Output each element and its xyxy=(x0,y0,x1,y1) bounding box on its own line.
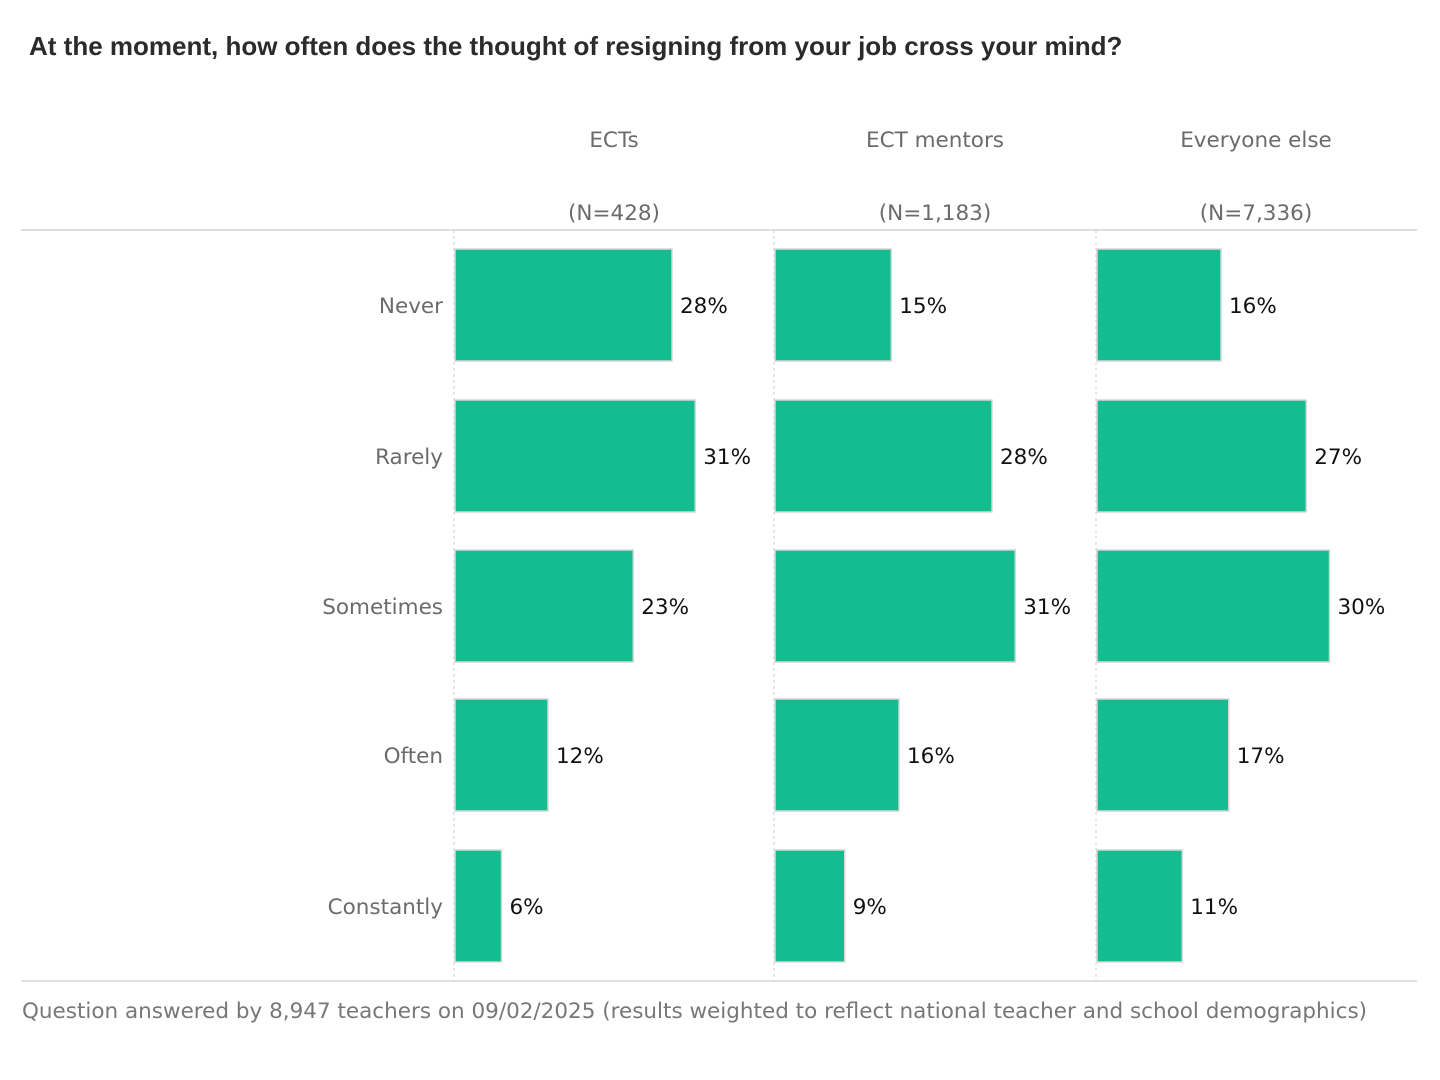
bar-everyone-else-constantly xyxy=(1096,849,1183,963)
bar-marks: 28% 31% 23% 12% 6% 15% 28% 31% 16% 9% 16% 27% 30% 17%… xyxy=(454,248,1386,963)
value-label-ects-constantly: 6% xyxy=(510,895,544,920)
panel-header-ect-mentors: ECT mentors xyxy=(866,128,1004,153)
bar-ect-mentors-often xyxy=(774,698,900,812)
panel-rules xyxy=(21,229,1417,982)
value-label-ects-often: 12% xyxy=(556,744,604,769)
bar-everyone-else-rarely xyxy=(1096,399,1307,513)
panel-sample-size-ect-mentors: (N=1,183) xyxy=(879,201,991,226)
bar-everyone-else-sometimes xyxy=(1096,549,1331,663)
value-label-ect-mentors-often: 16% xyxy=(907,744,955,769)
value-label-ects-rarely: 31% xyxy=(703,445,751,470)
category-label-never: Never xyxy=(379,294,443,319)
bar-everyone-else-never xyxy=(1096,248,1222,362)
value-label-everyone-else-often: 17% xyxy=(1237,744,1285,769)
bar-ects-rarely xyxy=(454,399,696,513)
bar-ects-never xyxy=(454,248,673,362)
chart-title: At the moment, how often does the though… xyxy=(29,31,1123,61)
category-label-constantly: Constantly xyxy=(328,895,444,920)
panel-sample-size-everyone-else: (N=7,336) xyxy=(1200,201,1312,226)
value-label-ect-mentors-never: 15% xyxy=(899,294,947,319)
value-label-ect-mentors-constantly: 9% xyxy=(853,895,887,920)
panel-header-ects: ECTs xyxy=(589,128,638,153)
panel-headers: ECTs (N=428) ECT mentors (N=1,183) Everyone … xyxy=(568,128,1332,226)
category-label-sometimes: Sometimes xyxy=(322,595,443,620)
bar-ects-sometimes xyxy=(454,549,634,663)
value-label-ect-mentors-rarely: 28% xyxy=(1000,445,1048,470)
bar-ects-often xyxy=(454,698,549,812)
panel-header-everyone-else: Everyone else xyxy=(1180,128,1332,153)
value-label-everyone-else-rarely: 27% xyxy=(1314,445,1362,470)
bar-ect-mentors-never xyxy=(774,248,892,362)
panel-sample-size-ects: (N=428) xyxy=(568,201,660,226)
bar-ects-constantly xyxy=(454,849,503,963)
category-label-rarely: Rarely xyxy=(375,445,443,470)
value-label-ect-mentors-sometimes: 31% xyxy=(1023,595,1071,620)
value-label-everyone-else-sometimes: 30% xyxy=(1338,595,1386,620)
footnote: Question answered by 8,947 teachers on 0… xyxy=(22,999,1368,1024)
value-label-everyone-else-constantly: 11% xyxy=(1190,895,1238,920)
value-label-ects-never: 28% xyxy=(680,294,728,319)
bar-ect-mentors-sometimes xyxy=(774,549,1016,663)
value-label-ects-sometimes: 23% xyxy=(641,595,689,620)
value-label-everyone-else-never: 16% xyxy=(1229,294,1277,319)
bar-ect-mentors-constantly xyxy=(774,849,846,963)
category-axis: Never Rarely Sometimes Often Constantly xyxy=(322,294,443,920)
category-label-often: Often xyxy=(384,744,443,769)
bar-everyone-else-often xyxy=(1096,698,1230,812)
bar-ect-mentors-rarely xyxy=(774,399,993,513)
